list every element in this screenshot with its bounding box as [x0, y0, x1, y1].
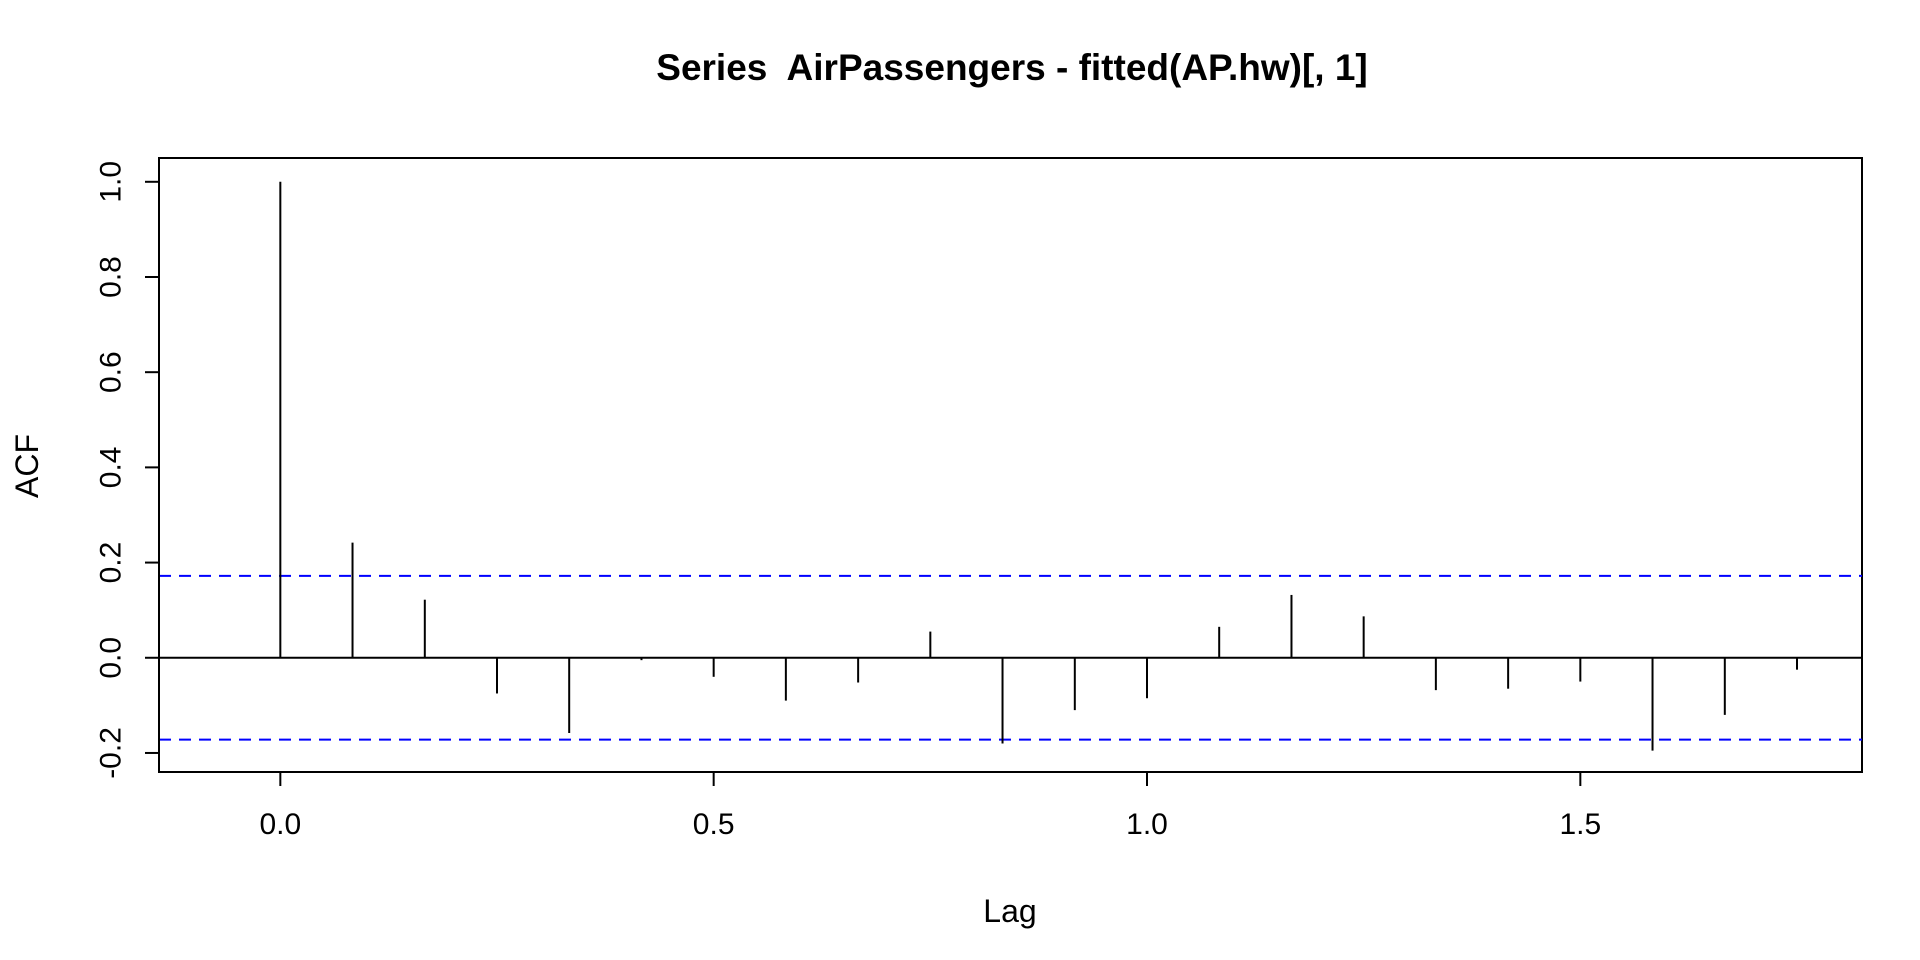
- x-axis-label: Lag: [983, 893, 1036, 929]
- y-tick-label: -0.2: [95, 727, 128, 779]
- y-tick-label: 0.0: [95, 637, 128, 679]
- y-tick-label: 0.4: [95, 447, 128, 489]
- x-axis: 0.0 0.5 1.0 1.5: [259, 771, 1601, 841]
- y-tick-label: 1.0: [95, 161, 128, 203]
- x-tick-label: 0.0: [259, 808, 301, 841]
- confidence-bounds: [159, 574, 1862, 741]
- y-tick-label: 0.6: [95, 351, 128, 393]
- acf-bars: [279, 181, 1798, 751]
- plot-frame: [158, 157, 1863, 773]
- y-tick-label: 0.8: [95, 256, 128, 298]
- x-tick-label: 1.0: [1126, 808, 1168, 841]
- y-tick-label: 0.2: [95, 542, 128, 584]
- chart-title: Series AirPassengers - fitted(AP.hw)[, 1…: [656, 47, 1367, 88]
- x-tick-label: 1.5: [1559, 808, 1601, 841]
- y-axis: -0.2 0.0 0.2 0.4 0.6 0.8 1.0: [95, 161, 160, 779]
- x-tick-label: 0.5: [693, 808, 735, 841]
- y-axis-label: ACF: [9, 434, 45, 498]
